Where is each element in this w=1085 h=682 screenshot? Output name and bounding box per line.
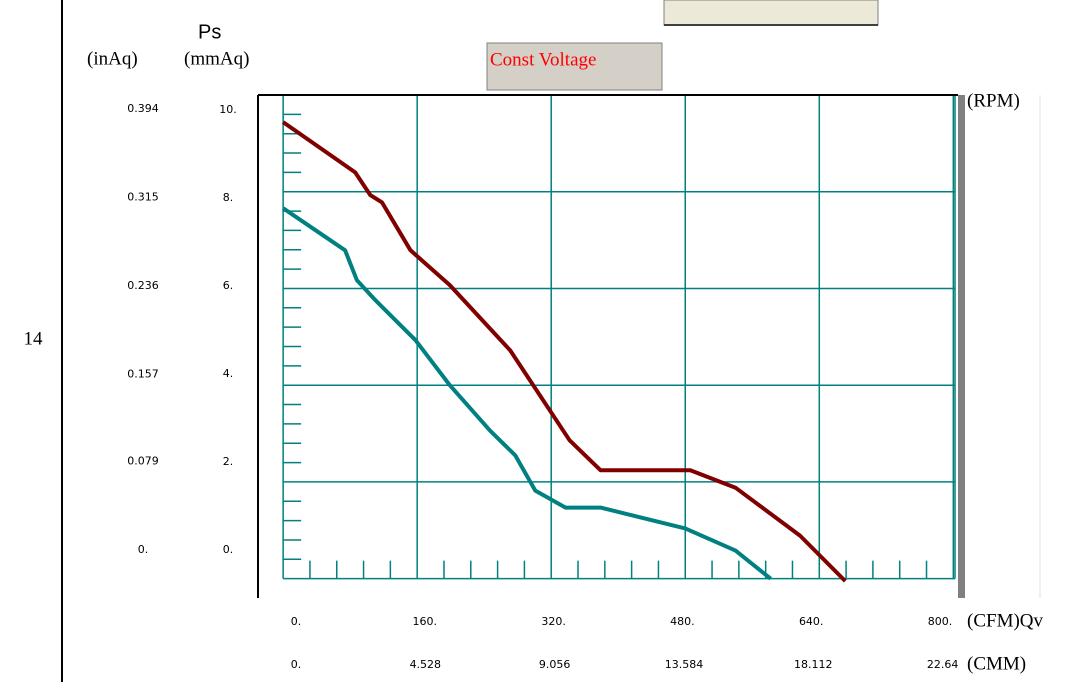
- y-axis-label: Ps: [198, 21, 221, 43]
- mode-label: Const Voltage: [490, 49, 596, 70]
- y2-unit: (inAq): [87, 48, 138, 69]
- x2-tick-label: 13.584: [665, 658, 704, 671]
- rpm-bar: [958, 95, 965, 598]
- series-line: [281, 206, 772, 581]
- x-tick-label: 480.: [670, 615, 695, 628]
- y-tick-label: 8.: [223, 191, 234, 204]
- panel-button[interactable]: [663, 0, 879, 26]
- y2-tick-label: 0.394: [127, 102, 159, 115]
- rpm-label: (RPM): [967, 90, 1020, 111]
- mode-button[interactable]: [486, 42, 663, 91]
- x2-tick-label: 4.528: [410, 658, 442, 671]
- y2-tick-label: 0.315: [127, 190, 159, 203]
- y2-tick-label: 0.079: [127, 455, 159, 468]
- y2-tick-label: 0.236: [127, 279, 159, 292]
- page-number: 14: [24, 328, 44, 349]
- y-tick-label: 10.: [219, 103, 237, 116]
- x-tick-label: 160.: [413, 615, 438, 628]
- y-unit: (mmAq): [184, 48, 249, 69]
- x2-unit: (CMM): [967, 653, 1026, 674]
- y-tick-label: 2.: [223, 455, 234, 468]
- x-tick-label: 800.: [928, 615, 953, 628]
- y-tick-label: 6.: [223, 279, 234, 292]
- plot-area: 0. 160. 320. 480. 640. 800. 0. 2. 4. 6. 8. 10. 0. 4.5…: [127, 94, 959, 671]
- x2-tick-label: 0.: [291, 658, 302, 671]
- x2-tick-label: 18.112: [794, 658, 833, 671]
- x-tick-label: 320.: [541, 615, 566, 628]
- x-tick-label: 0.: [291, 615, 302, 628]
- y2-tick-label: 0.: [138, 543, 149, 556]
- series-line: [281, 120, 847, 583]
- x2-tick-label: 22.64: [927, 658, 959, 671]
- x2-tick-label: 9.056: [539, 658, 571, 671]
- x-tick-label: 640.: [799, 615, 824, 628]
- y-tick-label: 0.: [223, 543, 234, 556]
- y-tick-label: 4.: [223, 367, 234, 380]
- y2-tick-label: 0.157: [127, 367, 159, 380]
- x-unit: (CFM)Qv: [967, 610, 1044, 631]
